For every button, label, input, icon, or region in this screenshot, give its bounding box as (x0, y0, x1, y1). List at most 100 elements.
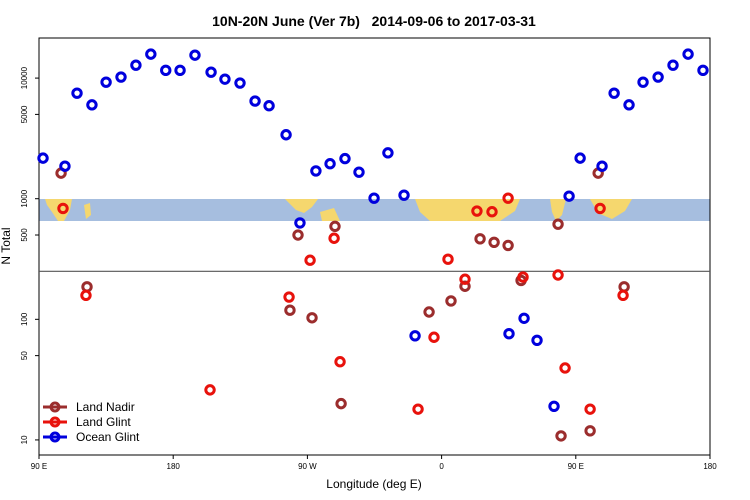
point (488, 236, 500, 249)
point (459, 273, 471, 285)
point (502, 239, 514, 252)
y-tick-label: 500 (20, 228, 29, 242)
x-tick-label: 90 E (568, 462, 584, 471)
point (160, 64, 172, 77)
point (652, 71, 664, 83)
point (100, 76, 112, 88)
x-tick-label: 90 E (31, 462, 47, 471)
point (284, 304, 296, 316)
map-ocean (39, 199, 710, 221)
plot-frame (38, 37, 711, 456)
x-tick-label: 180 (703, 462, 717, 471)
point (339, 152, 351, 165)
point (86, 99, 98, 111)
point (329, 220, 341, 233)
point (205, 66, 217, 78)
point (584, 403, 596, 415)
point (574, 152, 586, 164)
point (563, 190, 575, 202)
point (517, 271, 529, 283)
point (335, 397, 347, 410)
point (382, 147, 394, 159)
legend-label: Ocean Glint (76, 430, 140, 444)
point (623, 99, 635, 111)
point (353, 166, 365, 178)
point (283, 291, 295, 303)
point (697, 64, 709, 77)
point (306, 312, 318, 324)
legend-marker (49, 416, 61, 428)
point (412, 403, 424, 415)
y-tick-label: 10000 (20, 66, 29, 89)
point (398, 189, 410, 201)
point (409, 330, 421, 342)
point (445, 295, 457, 307)
point (552, 269, 564, 281)
point (71, 87, 83, 99)
point (280, 129, 292, 141)
point (263, 100, 275, 112)
legend-marker (49, 401, 61, 413)
x-tick-label: 90 W (298, 462, 317, 471)
point (324, 158, 336, 170)
x-tick-label: 180 (167, 462, 181, 471)
legend-label: Land Glint (76, 415, 131, 429)
point (80, 289, 92, 302)
point (608, 87, 620, 99)
map-background (39, 199, 710, 221)
y-tick-label: 10 (20, 435, 29, 444)
point (334, 356, 346, 368)
point (555, 430, 567, 442)
point (552, 218, 564, 230)
point (328, 232, 340, 244)
point (310, 165, 322, 177)
point (486, 206, 498, 218)
point (667, 59, 679, 71)
point (502, 192, 514, 204)
point (81, 281, 93, 293)
point (234, 77, 246, 89)
point (145, 48, 157, 60)
point (531, 334, 543, 346)
point (474, 233, 486, 245)
point (637, 76, 649, 88)
chart-title: 10N-20N June (Ver 7b) 2014-09-06 to 2017… (212, 13, 536, 29)
point (174, 64, 186, 77)
x-tick-label: 0 (439, 462, 444, 471)
point (37, 152, 49, 164)
x-axis-label: Longitude (deg E) (326, 477, 421, 491)
point (617, 289, 629, 302)
point (471, 205, 483, 217)
point (304, 254, 316, 266)
y-axis-label: N Total (0, 227, 13, 264)
y-tick-label: 100 (20, 312, 29, 326)
point (57, 202, 69, 215)
point (423, 306, 435, 318)
point (618, 281, 630, 293)
y-tick-label: 50 (20, 351, 29, 360)
point (682, 48, 694, 60)
point (292, 229, 304, 241)
legend-label: Land Nadir (76, 400, 135, 414)
point (596, 160, 608, 172)
y-tick-label: 5000 (20, 105, 29, 123)
point (204, 384, 216, 396)
point (442, 253, 454, 265)
point (294, 217, 306, 229)
point (428, 331, 440, 343)
point (115, 71, 127, 83)
point (584, 425, 596, 437)
point (249, 95, 261, 107)
point (559, 362, 571, 374)
point (594, 202, 606, 215)
point (503, 327, 515, 340)
point (219, 73, 231, 85)
point (189, 49, 201, 61)
point (59, 160, 71, 172)
point (368, 192, 380, 204)
legend-marker (49, 431, 61, 443)
y-tick-label: 1000 (20, 189, 29, 207)
point (518, 312, 530, 324)
